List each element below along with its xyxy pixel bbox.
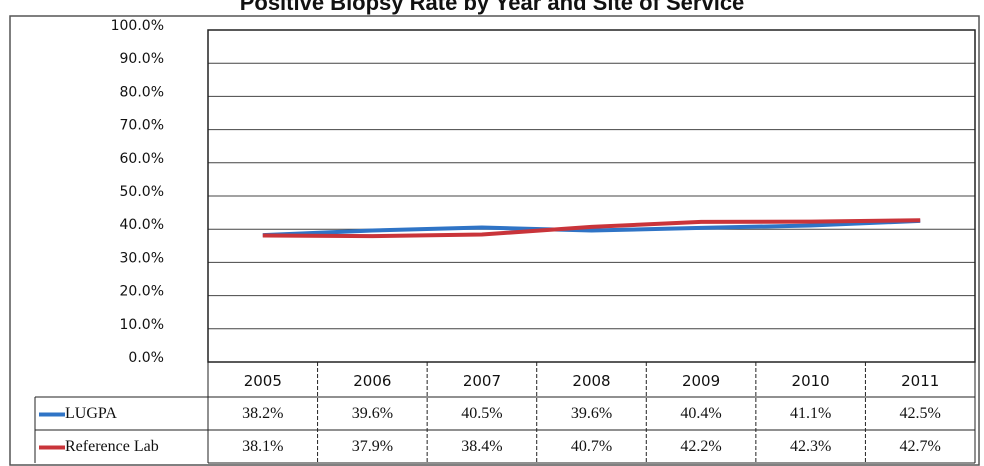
- x-tick-label: 2011: [901, 372, 939, 390]
- x-tick-label: 2006: [353, 372, 391, 390]
- x-tick-label: 2005: [244, 372, 282, 390]
- x-tick-label: 2009: [682, 372, 720, 390]
- data-table-cell: 42.2%: [680, 438, 721, 455]
- y-tick-label: 10.0%: [120, 317, 164, 333]
- data-table-cell: 40.7%: [571, 438, 612, 455]
- y-tick-label: 20.0%: [120, 284, 164, 300]
- data-table-cell: 38.4%: [461, 438, 502, 455]
- y-tick-label: 40.0%: [120, 217, 164, 233]
- data-table-cell: 42.5%: [900, 405, 941, 422]
- y-tick-label: 0.0%: [128, 350, 164, 366]
- y-tick-label: 80.0%: [120, 84, 164, 100]
- y-tick-label: 30.0%: [120, 250, 164, 266]
- data-table-cell: 38.2%: [242, 405, 283, 422]
- series-line: [262, 218, 921, 239]
- y-tick-label: 90.0%: [120, 51, 164, 67]
- series-line: [262, 218, 921, 238]
- data-table-cell: 41.1%: [790, 405, 831, 422]
- data-table-cell: 37.9%: [352, 438, 393, 455]
- y-tick-label: 100.0%: [111, 18, 164, 34]
- legend-label: Reference Lab: [65, 438, 159, 455]
- x-tick-label: 2008: [572, 372, 610, 390]
- legend-label: LUGPA: [65, 405, 117, 422]
- x-tick-label: 2010: [792, 372, 830, 390]
- plot-area: [207, 29, 976, 363]
- data-table-cell: 42.3%: [790, 438, 831, 455]
- data-table-cell: 38.1%: [242, 438, 283, 455]
- data-table-cell: 42.7%: [900, 438, 941, 455]
- chart-frame: [9, 15, 980, 466]
- data-table-cell: 40.4%: [680, 405, 721, 422]
- data-table-cell: 40.5%: [461, 405, 502, 422]
- data-table-cell: 39.6%: [571, 405, 612, 422]
- y-tick-label: 70.0%: [120, 118, 164, 134]
- x-tick-label: 2007: [463, 372, 501, 390]
- data-table-cell: 39.6%: [352, 405, 393, 422]
- y-tick-label: 50.0%: [120, 184, 164, 200]
- chart-title: Positive Biopsy Rate by Year and Site of…: [240, 0, 745, 15]
- y-tick-label: 60.0%: [120, 151, 164, 167]
